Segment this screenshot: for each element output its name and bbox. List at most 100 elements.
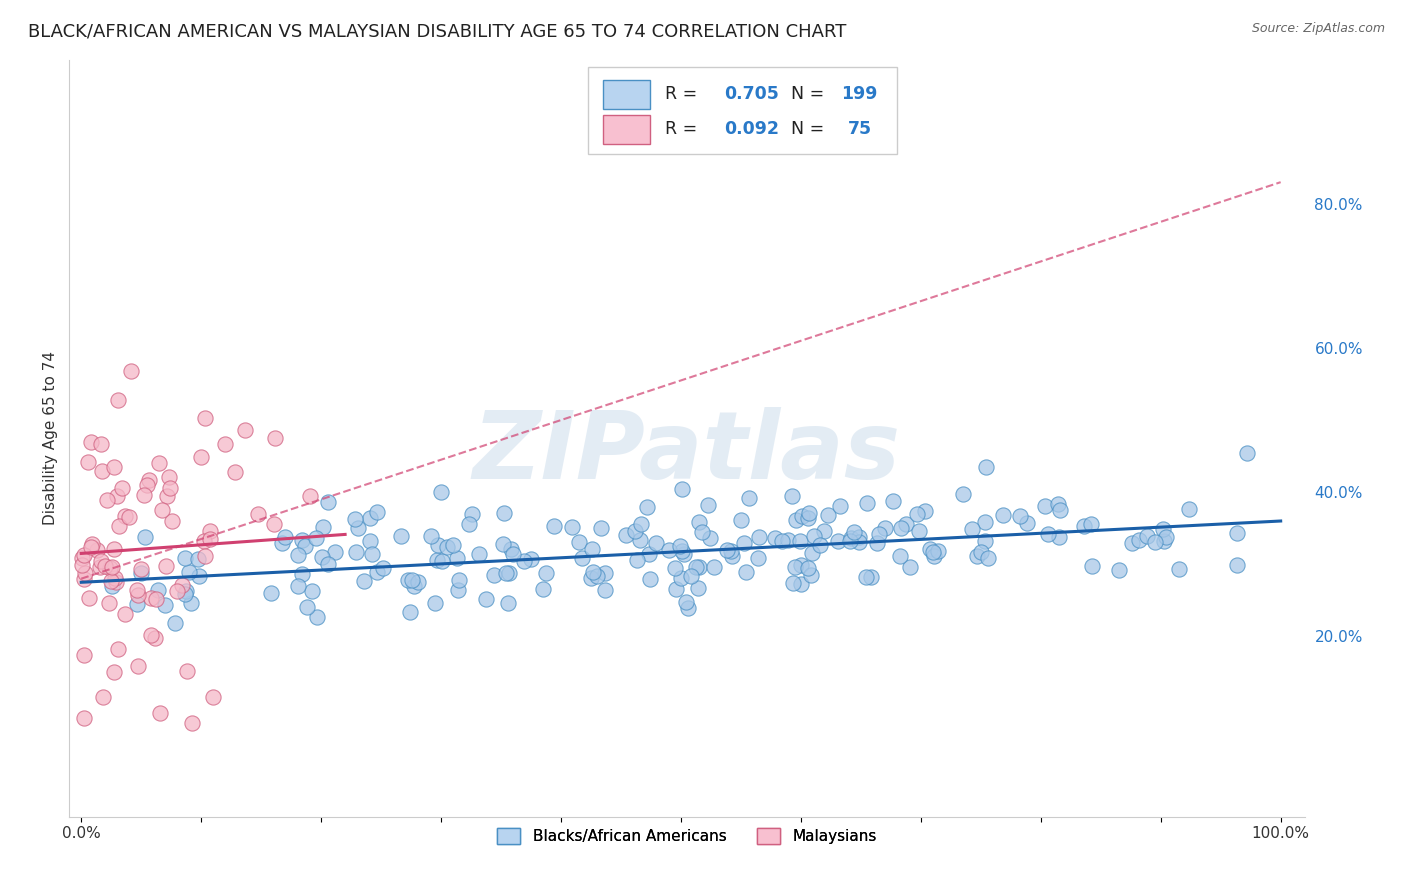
Point <box>214 437 236 451</box>
Point <box>690 524 713 539</box>
Point <box>1143 535 1166 549</box>
Point <box>977 550 1000 565</box>
Point <box>960 522 983 536</box>
Point <box>1049 503 1071 517</box>
Point <box>1080 516 1102 531</box>
Point <box>187 552 209 566</box>
Text: ZIPatlas: ZIPatlas <box>472 408 901 500</box>
Point <box>194 549 217 563</box>
Point <box>366 566 388 580</box>
Text: R =: R = <box>665 86 703 103</box>
Point <box>737 491 759 505</box>
Point <box>129 566 152 581</box>
Point <box>430 553 453 567</box>
Point <box>1153 534 1175 549</box>
Point <box>495 566 517 580</box>
Point <box>441 538 464 552</box>
Point <box>675 595 697 609</box>
Point <box>344 545 367 559</box>
Point <box>1226 526 1249 541</box>
Point <box>224 465 246 479</box>
Point <box>271 536 294 550</box>
Point <box>534 566 557 581</box>
Point <box>347 521 370 535</box>
Point <box>593 582 616 597</box>
Point <box>311 549 333 564</box>
Point <box>174 584 197 599</box>
Point <box>839 533 862 548</box>
Point <box>1136 529 1159 543</box>
Point <box>668 539 690 553</box>
Point <box>671 543 693 558</box>
Point <box>645 536 668 550</box>
Point <box>782 576 804 591</box>
Point <box>561 520 583 534</box>
Point <box>148 457 170 471</box>
Point <box>143 631 166 645</box>
Point <box>1033 500 1056 514</box>
Point <box>287 548 309 562</box>
Legend: Blacks/African Americans, Malaysians: Blacks/African Americans, Malaysians <box>491 822 883 851</box>
Point <box>401 573 423 587</box>
Point <box>792 508 814 523</box>
Point <box>797 511 820 525</box>
Text: N =: N = <box>779 86 830 103</box>
Point <box>1047 530 1070 544</box>
FancyBboxPatch shape <box>603 115 650 144</box>
Point <box>1038 526 1060 541</box>
Point <box>581 541 603 556</box>
Point <box>344 512 367 526</box>
Point <box>77 591 100 605</box>
Point <box>73 566 96 580</box>
Point <box>190 450 212 464</box>
Point <box>129 562 152 576</box>
Point <box>202 690 225 704</box>
Point <box>922 545 945 559</box>
Point <box>263 431 285 445</box>
Point <box>134 530 156 544</box>
Text: N =: N = <box>779 120 830 138</box>
Point <box>848 530 870 544</box>
Point <box>1154 530 1177 544</box>
Point <box>735 565 758 579</box>
Point <box>800 567 823 582</box>
Point <box>353 574 375 588</box>
Point <box>80 541 103 555</box>
Point <box>172 577 194 591</box>
Point <box>180 596 202 610</box>
Point <box>952 487 974 501</box>
Point <box>797 561 820 575</box>
Point <box>294 540 316 554</box>
Point <box>1178 501 1201 516</box>
Point <box>1236 445 1258 459</box>
Point <box>103 542 125 557</box>
Point <box>295 600 318 615</box>
Point <box>730 513 752 527</box>
Point <box>73 572 96 586</box>
Point <box>461 507 484 521</box>
Point <box>290 533 312 547</box>
Point <box>882 494 904 508</box>
Point <box>927 543 949 558</box>
Point <box>100 574 122 589</box>
Point <box>770 534 793 549</box>
Point <box>496 596 519 610</box>
Point <box>841 531 863 545</box>
Point <box>194 411 217 425</box>
Point <box>139 591 162 605</box>
Point <box>89 560 111 574</box>
Point <box>153 599 176 613</box>
Point <box>120 364 142 378</box>
Point <box>174 551 197 566</box>
Point <box>1152 522 1174 536</box>
Point <box>848 534 870 549</box>
Point <box>494 506 516 520</box>
Point <box>90 554 112 568</box>
Text: BLACK/AFRICAN AMERICAN VS MALAYSIAN DISABILITY AGE 65 TO 74 CORRELATION CHART: BLACK/AFRICAN AMERICAN VS MALAYSIAN DISA… <box>28 22 846 40</box>
Point <box>103 459 125 474</box>
Point <box>430 484 453 499</box>
Point <box>70 550 93 565</box>
Point <box>312 520 335 534</box>
Point <box>918 541 941 556</box>
Point <box>808 538 831 552</box>
